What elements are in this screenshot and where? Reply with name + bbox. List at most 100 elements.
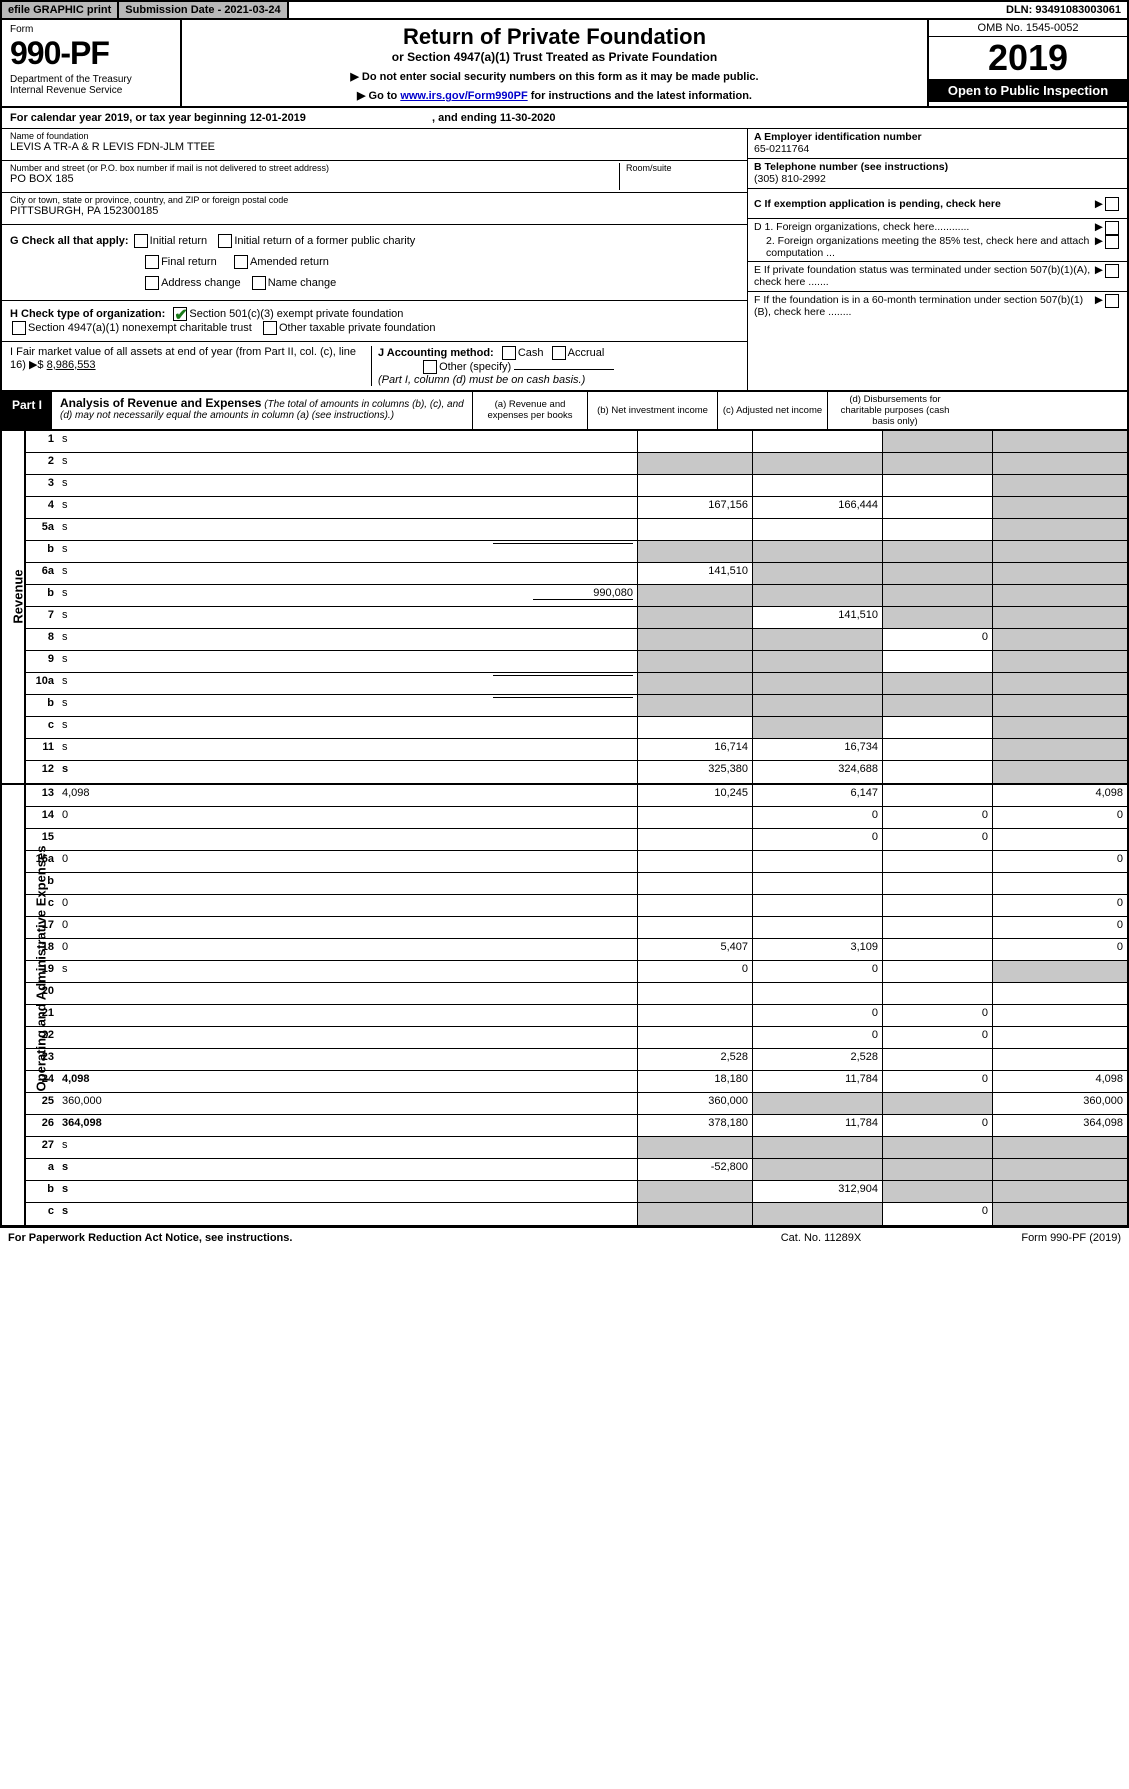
line-desc: s [58,497,637,518]
table-row: 27s [26,1137,1127,1159]
table-row: c00 [26,895,1127,917]
ck-d2[interactable] [1105,235,1119,249]
line-desc: s [58,629,637,650]
cell-b [752,585,882,606]
ck-initial-former[interactable] [218,234,232,248]
table-row: 9s [26,651,1127,673]
cell-d: 0 [992,851,1127,872]
cell-c: 0 [882,1071,992,1092]
cell-d: 4,098 [992,785,1127,806]
table-row: 244,09818,18011,78404,098 [26,1071,1127,1093]
ck-initial[interactable] [134,234,148,248]
cell-b: 6,147 [752,785,882,806]
line-num: 7 [26,607,58,628]
cell-d [992,761,1127,783]
cell-b [752,1203,882,1225]
ck-other-acct[interactable] [423,360,437,374]
cell-b [752,563,882,584]
cell-b: 11,784 [752,1071,882,1092]
ck-final[interactable] [145,255,159,269]
ck-f[interactable] [1105,294,1119,308]
cell-c [882,739,992,760]
table-row: bs [26,695,1127,717]
cell-b [752,717,882,738]
ck-501c3[interactable] [173,307,187,321]
cell-b [752,673,882,694]
cell-c [882,1049,992,1070]
line-num: 1 [26,431,58,452]
line-desc: 4,098 [58,785,637,806]
cell-d: 0 [992,939,1127,960]
cell-d [992,1181,1127,1202]
line-desc: s [58,1159,637,1180]
line-desc: 0 [58,807,637,828]
ck-accrual[interactable] [552,346,566,360]
line-num: 5a [26,519,58,540]
cell-c [882,961,992,982]
addr-label: Number and street (or P.O. box number if… [10,163,619,173]
cell-d [992,519,1127,540]
table-row: 140000 [26,807,1127,829]
ck-cash[interactable] [502,346,516,360]
table-row: bs [26,541,1127,563]
line-desc: 4,098 [58,1071,637,1092]
cell-c [882,673,992,694]
efile-btn[interactable]: efile GRAPHIC print [2,2,119,18]
line-desc: s [58,717,637,738]
cell-c [882,431,992,452]
ck-4947[interactable] [12,321,26,335]
table-row: cs0 [26,1203,1127,1225]
open-public: Open to Public Inspection [929,79,1127,102]
cell-a: 18,180 [637,1071,752,1092]
cell-b: 2,528 [752,1049,882,1070]
cell-d [992,1137,1127,1158]
ck-namechg[interactable] [252,276,266,290]
check-h: H Check type of organization: Section 50… [2,301,747,342]
cell-b: 0 [752,1005,882,1026]
form-link[interactable]: www.irs.gov/Form990PF [400,90,527,102]
line-num: 13 [26,785,58,806]
line-desc [58,873,637,894]
department: Department of the TreasuryInternal Reven… [10,74,172,96]
fmv-row: I Fair market value of all assets at end… [2,342,747,390]
ein-label: A Employer identification number [754,131,922,143]
line-num: 26 [26,1115,58,1136]
cell-d [992,983,1127,1004]
table-row: 3s [26,475,1127,497]
table-row: 4s167,156166,444 [26,497,1127,519]
table-row: 11s16,71416,734 [26,739,1127,761]
ck-addrchg[interactable] [145,276,159,290]
line-num: 27 [26,1137,58,1158]
cell-d [992,585,1127,606]
cell-d [992,1027,1127,1048]
table-row: 1s [26,431,1127,453]
cell-c [882,695,992,716]
cell-d [992,1159,1127,1180]
line-desc: s [58,563,637,584]
table-row: 6as141,510 [26,563,1127,585]
line-num: 12 [26,761,58,783]
ck-c[interactable] [1105,197,1119,211]
ck-e[interactable] [1105,264,1119,278]
cell-a: 10,245 [637,785,752,806]
cell-d [992,541,1127,562]
fmv-value: 8,986,553 [47,359,96,371]
ck-amended[interactable] [234,255,248,269]
table-row: 1500 [26,829,1127,851]
cell-a: 16,714 [637,739,752,760]
omb: OMB No. 1545-0052 [929,20,1127,37]
room-label: Room/suite [626,163,739,173]
cell-d: 0 [992,807,1127,828]
cell-b: 0 [752,829,882,850]
cell-a [637,807,752,828]
table-row: 20 [26,983,1127,1005]
cell-d [992,629,1127,650]
line-desc [58,983,637,1004]
cell-c [882,475,992,496]
cell-a [637,895,752,916]
ck-d1[interactable] [1105,221,1119,235]
cell-d [992,873,1127,894]
cell-b: 312,904 [752,1181,882,1202]
ck-other-tax[interactable] [263,321,277,335]
ein: 65-0211764 [754,143,809,155]
